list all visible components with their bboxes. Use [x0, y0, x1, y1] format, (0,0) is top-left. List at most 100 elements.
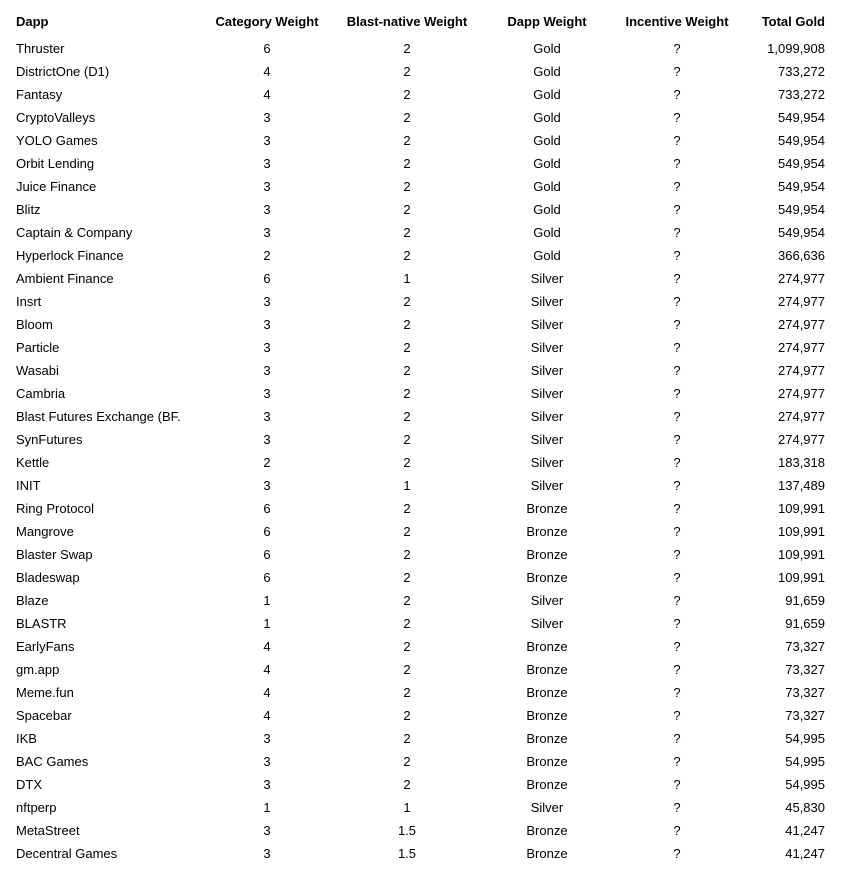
- col-header-total-gold: Total Gold: [742, 8, 837, 37]
- table-cell: 6: [202, 37, 332, 60]
- table-cell: 2: [332, 635, 482, 658]
- table-cell: ?: [612, 681, 742, 704]
- table-row: Meme.fun42Bronze?73,327: [12, 681, 837, 704]
- table-cell: ?: [612, 589, 742, 612]
- table-cell: ?: [612, 704, 742, 727]
- table-cell: Bronze: [482, 842, 612, 865]
- dapp-weights-table: Dapp Category Weight Blast-native Weight…: [12, 8, 837, 865]
- table-cell: 2: [332, 382, 482, 405]
- table-header: Dapp Category Weight Blast-native Weight…: [12, 8, 837, 37]
- table-cell: 2: [332, 175, 482, 198]
- table-cell: 274,977: [742, 382, 837, 405]
- table-cell: 549,954: [742, 175, 837, 198]
- table-row: Blitz32Gold?549,954: [12, 198, 837, 221]
- table-cell: 2: [332, 566, 482, 589]
- table-cell: DistrictOne (D1): [12, 60, 202, 83]
- table-cell: ?: [612, 842, 742, 865]
- table-cell: 274,977: [742, 405, 837, 428]
- table-cell: EarlyFans: [12, 635, 202, 658]
- table-cell: 3: [202, 727, 332, 750]
- table-cell: ?: [612, 198, 742, 221]
- table-row: SynFutures32Silver?274,977: [12, 428, 837, 451]
- table-cell: Bronze: [482, 543, 612, 566]
- table-row: YOLO Games32Gold?549,954: [12, 129, 837, 152]
- table-cell: 73,327: [742, 635, 837, 658]
- table-cell: BLASTR: [12, 612, 202, 635]
- table-cell: gm.app: [12, 658, 202, 681]
- table-cell: Bronze: [482, 681, 612, 704]
- table-cell: BAC Games: [12, 750, 202, 773]
- table-cell: 1.5: [332, 819, 482, 842]
- table-cell: Ambient Finance: [12, 267, 202, 290]
- table-cell: Gold: [482, 83, 612, 106]
- table-cell: 733,272: [742, 83, 837, 106]
- table-cell: 2: [332, 313, 482, 336]
- table-row: Fantasy42Gold?733,272: [12, 83, 837, 106]
- table-cell: ?: [612, 359, 742, 382]
- table-cell: Bronze: [482, 727, 612, 750]
- table-cell: 2: [332, 244, 482, 267]
- table-cell: 4: [202, 60, 332, 83]
- table-cell: ?: [612, 106, 742, 129]
- table-cell: Blaster Swap: [12, 543, 202, 566]
- table-row: Bladeswap62Bronze?109,991: [12, 566, 837, 589]
- col-header-dapp-weight: Dapp Weight: [482, 8, 612, 37]
- table-cell: 2: [332, 543, 482, 566]
- table-cell: 274,977: [742, 359, 837, 382]
- table-cell: 4: [202, 704, 332, 727]
- table-cell: 73,327: [742, 704, 837, 727]
- table-cell: DTX: [12, 773, 202, 796]
- table-cell: Kettle: [12, 451, 202, 474]
- table-cell: 2: [332, 60, 482, 83]
- table-cell: 274,977: [742, 428, 837, 451]
- table-row: Decentral Games31.5Bronze?41,247: [12, 842, 837, 865]
- table-cell: 6: [202, 520, 332, 543]
- table-cell: 45,830: [742, 796, 837, 819]
- table-cell: 4: [202, 635, 332, 658]
- table-cell: Juice Finance: [12, 175, 202, 198]
- table-cell: ?: [612, 267, 742, 290]
- table-cell: 1: [332, 796, 482, 819]
- table-cell: Silver: [482, 382, 612, 405]
- table-cell: 3: [202, 336, 332, 359]
- table-cell: Bloom: [12, 313, 202, 336]
- table-cell: 549,954: [742, 152, 837, 175]
- table-cell: ?: [612, 405, 742, 428]
- table-cell: 549,954: [742, 221, 837, 244]
- table-cell: IKB: [12, 727, 202, 750]
- table-row: Ring Protocol62Bronze?109,991: [12, 497, 837, 520]
- table-cell: 3: [202, 750, 332, 773]
- table-cell: MetaStreet: [12, 819, 202, 842]
- table-row: Thruster62Gold?1,099,908: [12, 37, 837, 60]
- table-cell: 2: [332, 198, 482, 221]
- table-row: Hyperlock Finance22Gold?366,636: [12, 244, 837, 267]
- table-cell: 91,659: [742, 612, 837, 635]
- table-row: BLASTR12Silver?91,659: [12, 612, 837, 635]
- table-cell: ?: [612, 336, 742, 359]
- table-cell: Bronze: [482, 658, 612, 681]
- table-cell: Blast Futures Exchange (BF.: [12, 405, 202, 428]
- table-cell: CryptoValleys: [12, 106, 202, 129]
- table-row: Insrt32Silver?274,977: [12, 290, 837, 313]
- table-cell: 274,977: [742, 290, 837, 313]
- table-cell: 2: [332, 290, 482, 313]
- table-cell: 2: [332, 83, 482, 106]
- table-cell: Blaze: [12, 589, 202, 612]
- table-cell: 2: [202, 451, 332, 474]
- table-cell: 4: [202, 658, 332, 681]
- table-cell: Gold: [482, 60, 612, 83]
- table-cell: ?: [612, 313, 742, 336]
- table-row: DTX32Bronze?54,995: [12, 773, 837, 796]
- table-cell: 2: [332, 336, 482, 359]
- table-cell: Gold: [482, 152, 612, 175]
- table-cell: 2: [332, 612, 482, 635]
- table-cell: 3: [202, 221, 332, 244]
- table-row: Captain & Company32Gold?549,954: [12, 221, 837, 244]
- table-cell: 274,977: [742, 267, 837, 290]
- table-cell: ?: [612, 37, 742, 60]
- table-cell: 109,991: [742, 543, 837, 566]
- table-cell: Silver: [482, 313, 612, 336]
- table-cell: Silver: [482, 474, 612, 497]
- table-cell: Insrt: [12, 290, 202, 313]
- table-cell: ?: [612, 175, 742, 198]
